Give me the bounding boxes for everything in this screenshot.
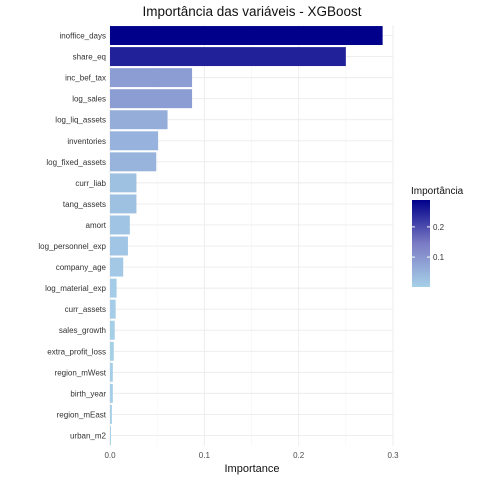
bar-curr_assets <box>110 299 116 319</box>
category-label: curr_liab <box>75 179 106 188</box>
bar-log_liq_assets <box>110 110 168 130</box>
legend-ticks: 0.1 0.2 <box>412 223 445 262</box>
category-label: company_age <box>56 263 107 272</box>
bar-share_eq <box>110 47 346 67</box>
category-label: log_material_exp <box>45 284 106 293</box>
color-legend: Importância 0.1 0.2 <box>411 186 464 287</box>
category-label: sales_growth <box>59 326 106 335</box>
bar-region_mWest <box>110 362 113 382</box>
legend-tick-label: 0.2 <box>433 223 445 232</box>
x-tick-label: 0.1 <box>199 451 211 460</box>
category-label: share_eq <box>73 53 106 62</box>
grid-lines <box>109 25 394 446</box>
x-tick-label: 0.0 <box>104 451 116 460</box>
category-label: birth_year <box>70 389 106 398</box>
category-label: tang_assets <box>63 200 106 209</box>
category-label: region_mEast <box>57 410 107 419</box>
bar-log_fixed_assets <box>110 152 157 172</box>
bar-curr_liab <box>110 173 137 193</box>
category-labels: inoffice_days share_eq inc_bef_tax log_sale… <box>38 32 106 441</box>
x-axis-ticks: 0.0 0.1 0.2 0.3 <box>104 451 399 460</box>
bar-region_mEast <box>110 404 112 424</box>
bar-urban_m2 <box>110 426 111 445</box>
x-tick-label: 0.2 <box>293 451 305 460</box>
category-label: amort <box>86 221 107 230</box>
category-label: curr_assets <box>65 305 106 314</box>
bars <box>110 26 383 445</box>
x-tick-label: 0.3 <box>387 451 399 460</box>
legend-title: Importância <box>411 186 464 197</box>
bar-log_sales <box>110 89 193 109</box>
chart-title: Importância das variáveis - XGBoost <box>142 4 361 19</box>
bar-sales_growth <box>110 320 115 340</box>
bar-log_personnel_exp <box>110 236 128 256</box>
category-label: extra_profit_loss <box>47 347 106 356</box>
category-label: inc_bef_tax <box>65 74 106 83</box>
category-label: region_mWest <box>55 368 107 377</box>
category-label: log_sales <box>72 95 106 104</box>
bar-inoffice_days <box>110 26 383 45</box>
bar-amort <box>110 215 130 235</box>
bar-inventories <box>110 131 159 151</box>
bar-birth_year <box>110 383 113 403</box>
bar-inc_bef_tax <box>110 68 193 88</box>
bar-log_material_exp <box>110 278 117 298</box>
category-label: inventories <box>67 137 106 146</box>
bar-extra_profit_loss <box>110 341 114 361</box>
category-label: inoffice_days <box>59 32 106 41</box>
x-axis-title: Importance <box>224 463 279 475</box>
bar-tang_assets <box>110 194 137 214</box>
category-label: log_fixed_assets <box>46 158 106 167</box>
category-label: urban_m2 <box>70 431 107 440</box>
legend-colorbar <box>412 200 430 287</box>
bar-company_age <box>110 257 124 277</box>
category-label: log_liq_assets <box>55 116 106 125</box>
category-label: log_personnel_exp <box>38 242 106 251</box>
legend-tick-label: 0.1 <box>433 253 445 262</box>
